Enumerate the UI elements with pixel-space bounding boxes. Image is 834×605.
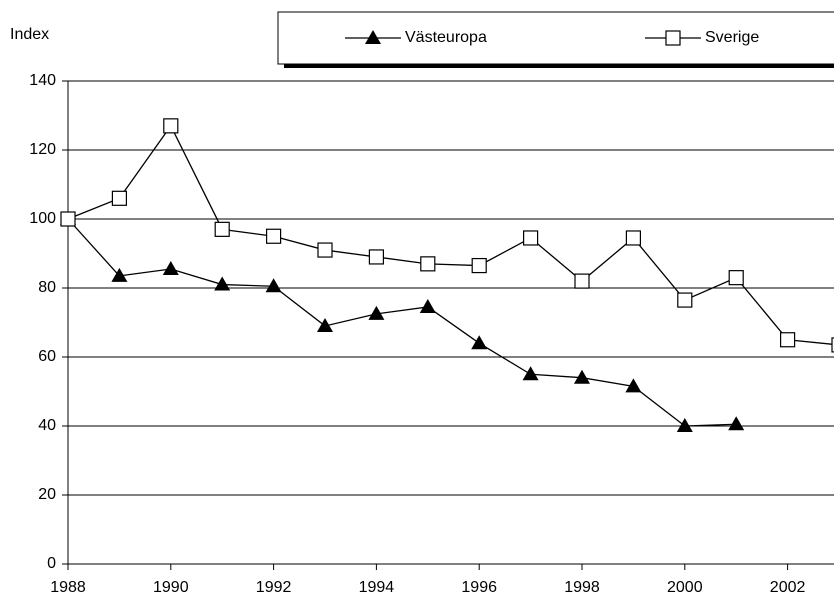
point — [266, 228, 282, 244]
y-tick-label: 60 — [38, 348, 56, 365]
point — [214, 221, 230, 237]
y-tick-label: 120 — [29, 141, 56, 158]
y-tick-label: 80 — [38, 279, 56, 296]
y-tick-label: 20 — [38, 486, 56, 503]
point — [728, 270, 744, 286]
point — [522, 366, 539, 381]
x-tick-label: 1994 — [359, 579, 395, 596]
point — [162, 261, 179, 276]
point — [471, 335, 488, 350]
point — [625, 378, 642, 393]
x-tick-label: 1988 — [50, 579, 86, 596]
point — [60, 211, 76, 227]
point — [368, 249, 384, 265]
point — [163, 118, 179, 134]
point — [728, 416, 745, 431]
legend-marker — [365, 30, 381, 44]
point — [317, 317, 333, 332]
x-tick-label: 1996 — [461, 579, 497, 596]
x-tick-label: 1998 — [564, 579, 600, 596]
point — [574, 273, 590, 289]
point — [368, 305, 385, 320]
point — [214, 276, 231, 291]
x-tick-label: 1990 — [153, 579, 189, 596]
point — [111, 190, 128, 206]
point — [265, 278, 282, 293]
point — [419, 298, 436, 313]
point — [111, 267, 128, 282]
y-tick-label: 0 — [47, 555, 56, 572]
point — [677, 292, 693, 308]
series-line — [67, 124, 834, 346]
series-line — [67, 218, 737, 427]
point — [625, 230, 642, 246]
point — [471, 257, 487, 274]
point — [522, 230, 539, 246]
point — [420, 256, 436, 272]
x-tick-label: 2000 — [667, 579, 703, 596]
legend-marker — [665, 30, 681, 46]
x-tick-label: 1992 — [256, 579, 292, 596]
point — [676, 418, 693, 432]
y-tick-label: 100 — [29, 210, 56, 227]
y-tick-label: 40 — [38, 417, 56, 434]
legend-shadow — [284, 62, 834, 68]
legend-label: Sverige — [705, 29, 759, 46]
point — [317, 242, 333, 258]
point — [574, 369, 590, 384]
x-tick-label: 2002 — [770, 579, 806, 596]
y-tick-label: 140 — [29, 72, 56, 89]
point — [779, 332, 796, 348]
y-axis-label: Index — [10, 26, 49, 43]
point — [831, 337, 834, 353]
legend-label: Västeuropa — [405, 29, 487, 46]
